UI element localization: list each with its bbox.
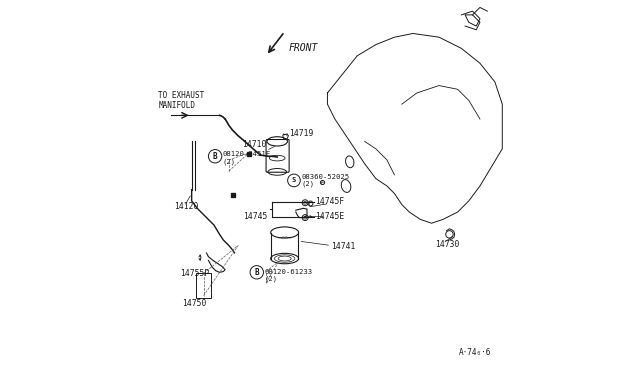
Text: 14741: 14741 [331, 242, 356, 251]
Text: 14750: 14750 [182, 299, 207, 308]
Text: 08360-52025
(2): 08360-52025 (2) [301, 174, 349, 187]
Text: 08120-61233
(2): 08120-61233 (2) [264, 269, 312, 282]
Text: 14710: 14710 [242, 140, 266, 149]
Text: B: B [212, 152, 218, 161]
Text: 14745F: 14745F [315, 197, 344, 206]
Text: 14719: 14719 [289, 129, 314, 138]
Bar [196, 273, 211, 298]
Text: 14120: 14120 [174, 202, 198, 211]
Text: A·74₀·6: A·74₀·6 [459, 348, 491, 357]
Text: 14755P: 14755P [180, 269, 210, 278]
Text: S: S [292, 177, 296, 183]
Text: TO EXHAUST
MANIFOLD: TO EXHAUST MANIFOLD [158, 91, 204, 110]
Text: 14745: 14745 [244, 212, 268, 221]
Text: 14745E: 14745E [315, 212, 344, 221]
Text: 14730: 14730 [435, 240, 459, 249]
Text: FRONT: FRONT [289, 44, 317, 53]
Text: 08120-8451F
(2): 08120-8451F (2) [223, 151, 271, 165]
Text: B: B [255, 268, 259, 277]
